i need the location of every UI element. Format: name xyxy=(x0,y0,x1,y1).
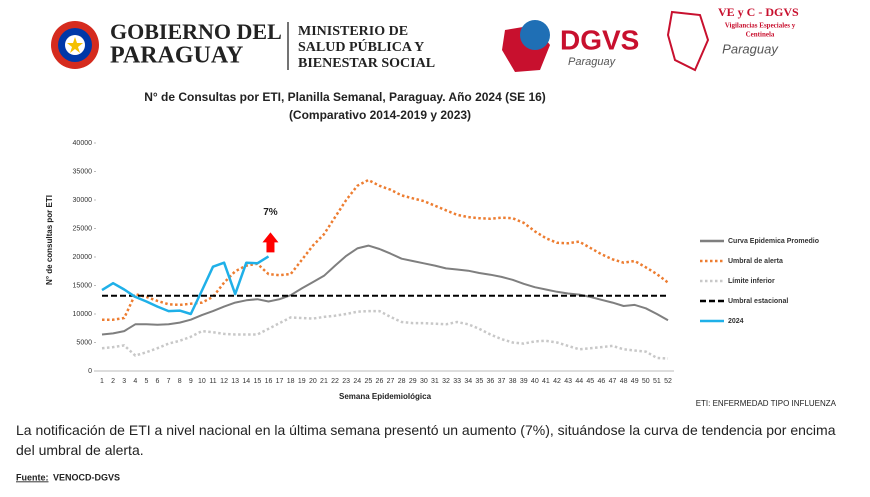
ministry-line3: BIENESTAR SOCIAL xyxy=(298,56,435,71)
x-tick-label: 6 xyxy=(156,378,160,385)
x-tick-label: 23 xyxy=(342,378,350,385)
x-tick-label: 14 xyxy=(242,378,250,385)
x-tick-label: 4 xyxy=(133,378,137,385)
x-tick-label: 31 xyxy=(431,378,439,385)
legend-label: Límite inferior xyxy=(728,278,775,285)
y-tick-label: 35000 xyxy=(73,168,93,175)
x-tick-label: 22 xyxy=(331,378,339,385)
vec-line2: Centinela xyxy=(746,31,775,39)
x-tick-label: 36 xyxy=(487,378,495,385)
x-tick-label: 3 xyxy=(122,378,126,385)
x-tick-label: 10 xyxy=(198,378,206,385)
arrow xyxy=(262,232,279,253)
x-tick-label: 32 xyxy=(442,378,450,385)
x-tick-label: 30 xyxy=(420,378,428,385)
y-tick-label: 30000 xyxy=(73,197,93,204)
y-tick-label: 20000 xyxy=(73,254,93,261)
dgvs: DGVS xyxy=(560,24,639,55)
legend-label: Curva Epidemica Promedio xyxy=(728,238,819,245)
x-tick-label: 51 xyxy=(653,378,661,385)
series-line xyxy=(101,309,669,360)
y-tick-label: 10000 xyxy=(73,311,93,318)
annotation: 7% xyxy=(263,207,278,218)
x-tick-label: 7 xyxy=(167,378,171,385)
y-axis-label: N° de consultas por ETI xyxy=(45,195,54,285)
vec-title: VE y C - DGVS xyxy=(718,5,799,19)
x-tick-label: 41 xyxy=(542,378,550,385)
ministry-line1: MINISTERIO DE xyxy=(298,24,408,39)
x-tick-label: 44 xyxy=(575,378,583,385)
legend-label: 2024 xyxy=(728,318,744,325)
series-line xyxy=(101,255,270,316)
x-tick-label: 24 xyxy=(353,378,361,385)
x-tick-label: 45 xyxy=(586,378,594,385)
y-tick-label: 25000 xyxy=(73,225,93,232)
x-tick-label: 38 xyxy=(509,378,517,385)
chart-subtitle: (Comparativo 2014-2019 y 2023) xyxy=(289,108,471,122)
x-tick-label: 20 xyxy=(309,378,317,385)
x-tick-label: 1 xyxy=(100,378,104,385)
x-tick-label: 8 xyxy=(178,378,182,385)
y-tick-label: 15000 xyxy=(73,282,93,289)
summary: La notificación de ETI a nivel nacional … xyxy=(16,422,836,458)
x-tick-label: 27 xyxy=(387,378,395,385)
y-tick-label: 40000 xyxy=(73,140,93,147)
chart-title: N° de Consultas por ETI, Planilla Semana… xyxy=(144,90,546,104)
x-tick-label: 39 xyxy=(520,378,528,385)
x-tick-label: 15 xyxy=(253,378,261,385)
series-line xyxy=(101,244,669,336)
x-tick-label: 50 xyxy=(642,378,650,385)
vec-line1: Vigilancias Especiales y xyxy=(725,22,796,30)
x-tick-label: 47 xyxy=(609,378,617,385)
x-tick-label: 40 xyxy=(531,378,539,385)
x-tick-label: 37 xyxy=(498,378,506,385)
star xyxy=(67,37,83,53)
x-tick-label: 35 xyxy=(475,378,483,385)
x-tick-label: 21 xyxy=(320,378,328,385)
vec-map xyxy=(666,10,710,72)
x-tick-label: 29 xyxy=(409,378,417,385)
x-tick-label: 52 xyxy=(664,378,672,385)
legend-label: Umbral estacional xyxy=(728,298,788,305)
gov-line1: GOBIERNO DEL xyxy=(110,19,282,44)
y-tick-label: 5000 xyxy=(76,339,92,346)
x-tick-label: 17 xyxy=(276,378,284,385)
x-tick-label: 28 xyxy=(398,378,406,385)
x-tick-label: 25 xyxy=(364,378,372,385)
x-tick-label: 16 xyxy=(265,378,273,385)
x-tick-label: 19 xyxy=(298,378,306,385)
x-tick-label: 9 xyxy=(189,378,193,385)
globe xyxy=(520,20,550,50)
x-tick-label: 46 xyxy=(598,378,606,385)
source: VENOCD-DGVS xyxy=(53,472,120,482)
x-tick-label: 43 xyxy=(564,378,572,385)
footnote: ETI: ENFERMEDAD TIPO INFLUENZA xyxy=(696,399,837,408)
dgvs-sub: Paraguay xyxy=(568,56,617,68)
x-tick-label: 13 xyxy=(231,378,239,385)
x-tick-label: 34 xyxy=(464,378,472,385)
ministry-line2: SALUD PÚBLICA Y xyxy=(298,38,424,55)
x-tick-label: 33 xyxy=(453,378,461,385)
x-tick-label: 18 xyxy=(287,378,295,385)
y-tick-label: 0 xyxy=(88,368,92,375)
x-tick-label: 11 xyxy=(209,378,216,385)
summary-box: La notificación de ETI a nivel nacional … xyxy=(16,422,836,458)
x-tick-label: 5 xyxy=(144,378,148,385)
source-label: Fuente: xyxy=(16,472,49,482)
legend-label: Umbral de alerta xyxy=(728,258,783,265)
x-tick-label: 49 xyxy=(631,378,639,385)
x-tick-label: 48 xyxy=(620,378,628,385)
x-tick-label: 26 xyxy=(376,378,384,385)
x-tick-label: 2 xyxy=(111,378,115,385)
x-axis-label: Semana Epidemiológica xyxy=(339,392,432,401)
series-line xyxy=(102,178,669,321)
x-tick-label: 12 xyxy=(220,378,228,385)
vec-sub: Paraguay xyxy=(722,41,779,56)
x-tick-label: 42 xyxy=(553,378,561,385)
gov-line2: PARAGUAY xyxy=(110,43,243,69)
